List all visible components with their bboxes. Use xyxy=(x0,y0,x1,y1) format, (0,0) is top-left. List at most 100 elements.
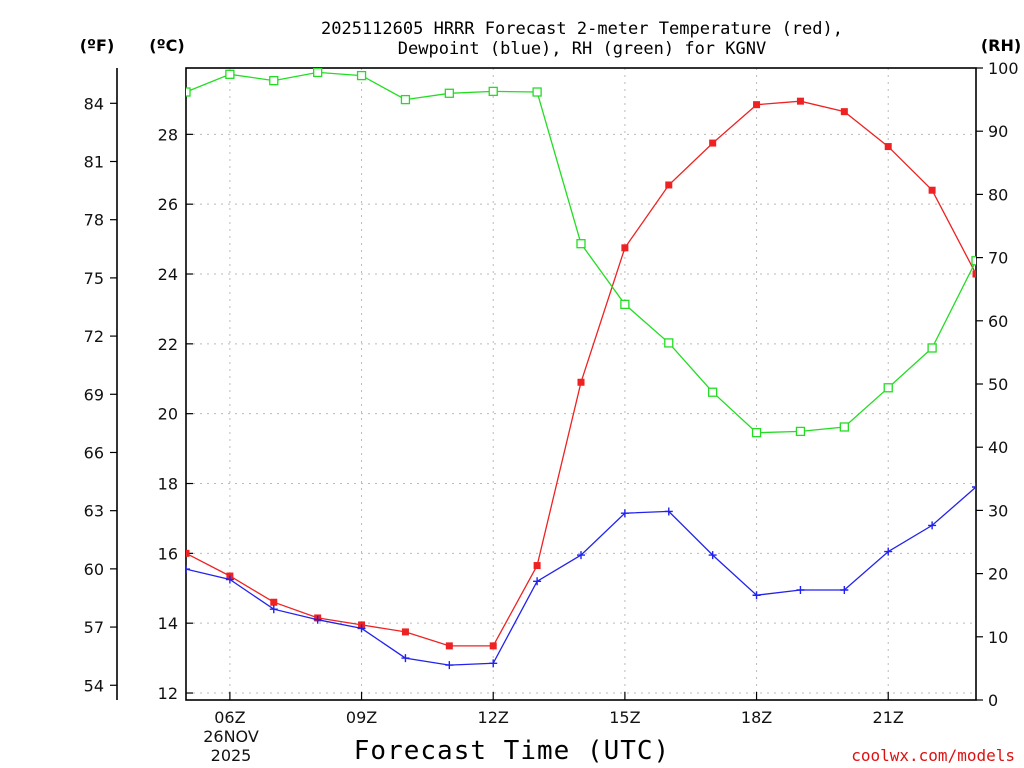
celsius-tick-label: 24 xyxy=(158,265,178,284)
celsius-tick-label: 20 xyxy=(158,405,178,424)
rh-point xyxy=(620,299,630,310)
date-label: 26NOV 2025 xyxy=(203,727,259,765)
temperature-point xyxy=(489,642,497,650)
temperature-point xyxy=(840,108,848,116)
temperature-point xyxy=(709,139,717,147)
dewpoint-point xyxy=(752,591,761,600)
time-tick-label: 06Z xyxy=(214,708,245,727)
celsius-tick-label: 22 xyxy=(158,335,178,354)
gridlines xyxy=(186,68,976,700)
rh-point xyxy=(664,338,674,348)
time-tick-label: 12Z xyxy=(478,708,509,727)
dewpoint-point xyxy=(620,509,629,518)
celsius-tick-label: 18 xyxy=(158,475,178,494)
temperature-point xyxy=(665,181,673,189)
rh-point xyxy=(488,86,498,97)
rh-tick-label: 60 xyxy=(988,312,1008,331)
rh-point xyxy=(313,68,323,78)
axis-ticks: 12 14 16 18 20 22 24 26 28 06Z 09Z 12Z 15Z 18Z 21Z 54 57… xyxy=(84,59,1019,727)
rh-tick-label: 30 xyxy=(988,501,1008,520)
rh-series xyxy=(186,68,976,438)
rh-tick-label: 90 xyxy=(988,122,1008,141)
fahrenheit-tick-label: 84 xyxy=(84,94,104,113)
rh-tick-label: 0 xyxy=(988,691,998,710)
rh-point xyxy=(839,422,849,432)
temperature-point xyxy=(972,270,976,278)
x-axis-label: Forecast Time (UTC) xyxy=(354,736,670,766)
rh-point xyxy=(356,70,367,81)
dewpoint-point xyxy=(357,624,366,633)
dewpoint-line xyxy=(186,486,976,666)
dewpoint-point xyxy=(401,654,410,663)
rh-tick-label: 10 xyxy=(988,628,1008,647)
fahrenheit-tick-label: 66 xyxy=(84,443,104,462)
time-tick-label: 15Z xyxy=(609,708,640,727)
time-tick-label: 09Z xyxy=(346,708,377,727)
fahrenheit-tick-label: 54 xyxy=(84,676,104,695)
celsius-tick-label: 28 xyxy=(158,125,178,144)
temperature-point xyxy=(445,642,453,650)
dewpoint-point xyxy=(796,586,805,595)
dewpoint-point xyxy=(577,551,585,560)
dewpoint-point xyxy=(928,521,937,530)
celsius-tick-label: 12 xyxy=(158,684,178,703)
dewpoint-point xyxy=(445,661,454,670)
rh-point xyxy=(444,88,454,98)
rh-point xyxy=(532,87,542,97)
dewpoint-point xyxy=(664,507,673,516)
data-series xyxy=(186,68,976,670)
temperature-point xyxy=(533,562,541,570)
dewpoint-point xyxy=(533,577,542,586)
rh-tick-label: 40 xyxy=(988,438,1008,457)
fahrenheit-tick-label: 69 xyxy=(84,385,104,404)
rh-point xyxy=(400,94,411,105)
dewpoint-point xyxy=(840,586,849,595)
time-tick-label: 18Z xyxy=(741,708,772,727)
temperature-point xyxy=(577,378,585,386)
temperature-point xyxy=(753,101,761,109)
temperature-point xyxy=(884,143,892,151)
rh-point xyxy=(927,343,937,353)
rh-point xyxy=(708,387,718,397)
rh-line xyxy=(186,71,976,434)
fahrenheit-tick-label: 78 xyxy=(84,211,104,230)
rh-point xyxy=(186,87,191,97)
fahrenheit-tick-label: 60 xyxy=(84,560,104,579)
celsius-tick-label: 16 xyxy=(158,544,178,563)
rh-tick-label: 70 xyxy=(988,249,1008,268)
fahrenheit-tick-label: 72 xyxy=(84,327,104,346)
celsius-unit-label: (ºC) xyxy=(149,36,184,55)
temperature-series xyxy=(186,97,976,650)
credit-link[interactable]: coolwx.com/models xyxy=(851,746,1015,765)
fahrenheit-tick-label: 57 xyxy=(84,618,104,637)
dewpoint-point xyxy=(884,547,893,556)
temperature-point xyxy=(270,598,278,606)
celsius-tick-label: 14 xyxy=(158,614,178,633)
rh-point xyxy=(751,428,762,438)
dewpoint-point xyxy=(313,615,322,624)
fahrenheit-tick-label: 75 xyxy=(84,269,104,288)
rh-point xyxy=(971,256,976,266)
dewpoint-point xyxy=(186,565,190,574)
fahrenheit-unit-label: (ºF) xyxy=(80,36,115,55)
temperature-point xyxy=(621,244,629,252)
temperature-line xyxy=(186,100,976,647)
rh-point xyxy=(795,426,806,437)
dewpoint-point xyxy=(225,575,234,584)
rh-point xyxy=(269,75,279,86)
time-tick-label: 21Z xyxy=(873,708,904,727)
rh-point xyxy=(225,69,235,79)
dewpoint-series xyxy=(186,483,976,670)
rh-tick-label: 50 xyxy=(988,375,1008,394)
temperature-point xyxy=(186,549,190,557)
fahrenheit-tick-label: 63 xyxy=(84,502,104,521)
dewpoint-point xyxy=(269,605,278,614)
temperature-point xyxy=(928,186,936,194)
temperature-point xyxy=(796,97,804,105)
rh-point xyxy=(883,383,893,393)
rh-tick-label: 100 xyxy=(988,59,1019,78)
rh-tick-label: 80 xyxy=(988,185,1008,204)
date-label-day: 26NOV xyxy=(203,727,259,746)
date-label-year: 2025 xyxy=(211,746,252,765)
rh-point xyxy=(576,239,586,249)
